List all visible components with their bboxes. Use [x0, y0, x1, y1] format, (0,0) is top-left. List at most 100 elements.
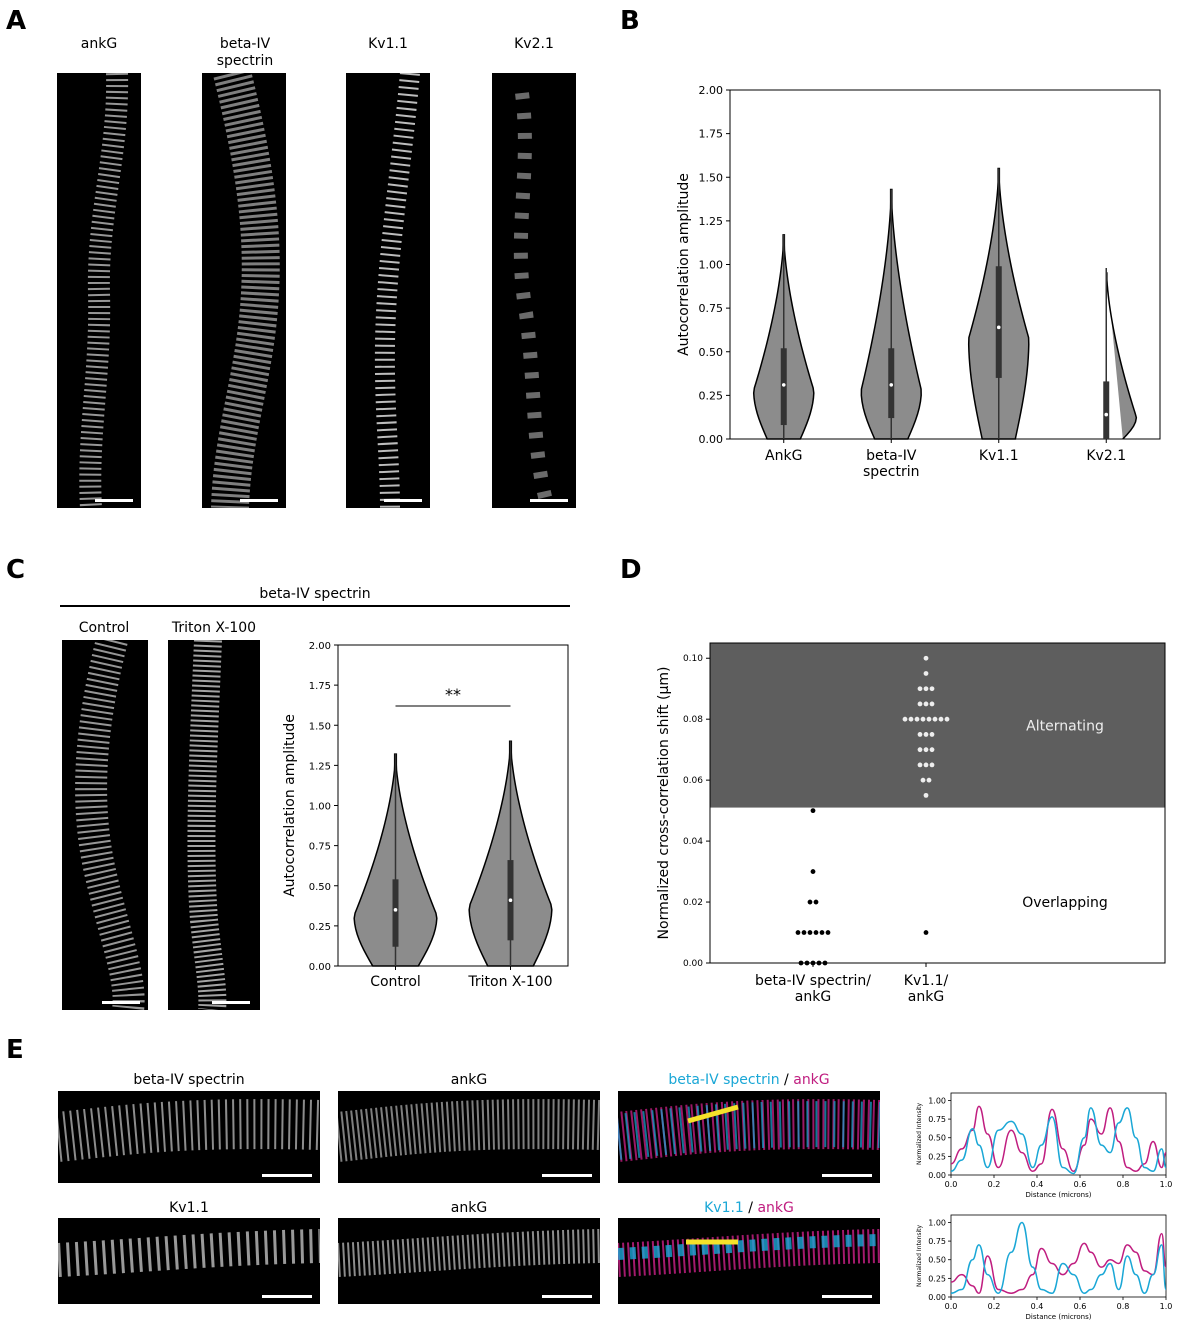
x-tick-label: 0.0: [945, 1302, 958, 1311]
e-row1-img-merge: [618, 1091, 880, 1183]
x-tick-label: Control: [370, 974, 421, 990]
data-point: [798, 960, 804, 966]
plot-frame: [950, 1214, 1167, 1298]
micrograph-control: [62, 640, 148, 1010]
x-tick-label: ankG: [795, 989, 831, 1005]
x-tick-label: 0.2: [988, 1302, 1001, 1311]
y-tick-label: 0.50: [928, 1256, 946, 1265]
data-point: [917, 732, 923, 737]
region-label-overlapping: Overlapping: [1022, 895, 1108, 911]
image-title-triton: Triton X-100: [171, 620, 257, 636]
violin-iqr-box: [392, 879, 399, 947]
data-point: [813, 899, 819, 905]
y-tick-label: 1.25: [699, 215, 724, 228]
region-label-alternating: Alternating: [1026, 718, 1104, 734]
y-tick-label: 0.25: [309, 922, 331, 933]
image-title-kv11: Kv1.1: [368, 36, 408, 52]
data-point: [944, 716, 950, 722]
data-point: [902, 716, 908, 722]
x-tick-label: 0.4: [1031, 1180, 1044, 1189]
y-tick-label: 0.02: [683, 898, 703, 908]
data-point: [926, 716, 932, 722]
data-point: [917, 762, 923, 768]
x-tick-label: Triton X-100: [467, 974, 552, 990]
x-tick-label: 0.8: [1117, 1302, 1130, 1311]
data-point: [923, 701, 929, 707]
y-tick-label: 1.00: [928, 1218, 946, 1227]
data-point: [938, 716, 944, 722]
panel-label-d: D: [620, 555, 642, 585]
y-axis-label: Autocorrelation amplitude: [676, 173, 692, 356]
x-axis-label: Distance (microns): [1026, 1313, 1092, 1321]
e-row1-title-1: beta-IV spectrin: [133, 1072, 245, 1088]
data-point: [917, 686, 923, 692]
micrograph-beta-iv: [202, 73, 286, 508]
x-tick-label: ankG: [908, 989, 944, 1005]
x-tick-label: 0.6: [1074, 1180, 1087, 1189]
data-point: [813, 930, 819, 935]
data-point: [804, 960, 810, 966]
data-point: [914, 716, 920, 722]
panel-label-a: A: [6, 6, 27, 36]
y-tick-label: 1.00: [699, 259, 724, 272]
y-tick-label: 0.04: [683, 837, 703, 847]
x-tick-label: 0.8: [1117, 1180, 1130, 1189]
x-tick-label: beta-IV spectrin/: [755, 973, 871, 989]
violin-median: [1104, 412, 1109, 417]
y-tick-label: 0.06: [683, 776, 703, 786]
scale-bar: [240, 499, 278, 502]
chart-d: Alternating Overlapping 0.00 0.02 0.04 0.06 0.…: [656, 642, 1166, 1005]
y-tick-label: 0.00: [928, 1293, 946, 1302]
data-point: [923, 732, 929, 737]
data-point: [929, 732, 935, 737]
violin-median: [393, 908, 398, 912]
scale-bar: [822, 1174, 872, 1177]
image-title-control: Control: [78, 620, 130, 636]
y-axis-label: Autocorrelation amplitude: [282, 714, 298, 897]
y-tick-label: 1.75: [699, 128, 724, 141]
y-tick-label: 0.75: [928, 1115, 946, 1124]
data-point: [923, 762, 929, 768]
scale-bar: [212, 1001, 250, 1004]
y-tick-label: 1.75: [309, 681, 331, 692]
y-tick-label: 0.50: [699, 346, 724, 359]
e-row2-img-kv11: [58, 1218, 320, 1304]
e-row2-img-ankg: [338, 1218, 600, 1304]
data-point: [929, 686, 935, 692]
e-row2-title-1: Kv1.1: [169, 1200, 209, 1216]
data-point: [923, 671, 929, 676]
plot-frame: [709, 642, 1166, 964]
chart-c: 0.00 0.25 0.50 0.75 1.00 1.25 1.50 1.75 2.00 Cont…: [282, 641, 569, 990]
series-line-cyan: [950, 1107, 1167, 1175]
scale-bar: [95, 499, 133, 502]
micrograph-triton: [168, 640, 260, 1010]
x-tick-label: beta-IV: [866, 448, 917, 464]
violin: [1106, 272, 1138, 440]
scale-bar: [530, 499, 568, 502]
plot-frame: [950, 1092, 1167, 1176]
e-row2-title-3: Kv1.1 / ankG: [704, 1200, 794, 1216]
data-point: [920, 777, 926, 783]
e-row1-img-beta-iv: [58, 1091, 320, 1183]
chart-e2: 0.00 0.25 0.50 0.75 1.00 0.0 0.2 0.4 0.6 0.8 1.0 Di…: [916, 1214, 1172, 1321]
data-point: [917, 747, 923, 753]
significance-marker: **: [445, 685, 461, 704]
data-point: [917, 701, 923, 707]
series-line-magenta: [950, 1105, 1167, 1173]
y-tick-label: 0.75: [309, 842, 331, 853]
panel-label-e: E: [6, 1035, 24, 1065]
data-point: [929, 747, 935, 753]
scale-bar: [542, 1174, 592, 1177]
micrograph-ankg: [57, 73, 141, 508]
y-tick-label: 1.00: [928, 1096, 946, 1105]
x-tick-label: 1.0: [1160, 1180, 1173, 1189]
y-tick-label: 2.00: [309, 641, 331, 652]
y-tick-label: 0.25: [928, 1274, 946, 1283]
panel-label-b: B: [620, 6, 640, 36]
data-point: [825, 930, 831, 935]
y-tick-label: 1.50: [309, 721, 331, 732]
violin-median: [781, 383, 786, 387]
data-point: [929, 762, 935, 768]
chart-e1: 0.00 0.25 0.50 0.75 1.00 0.0 0.2 0.4 0.6 0.8 1.0 Di…: [916, 1092, 1173, 1199]
y-tick-label: 0.75: [699, 302, 724, 315]
